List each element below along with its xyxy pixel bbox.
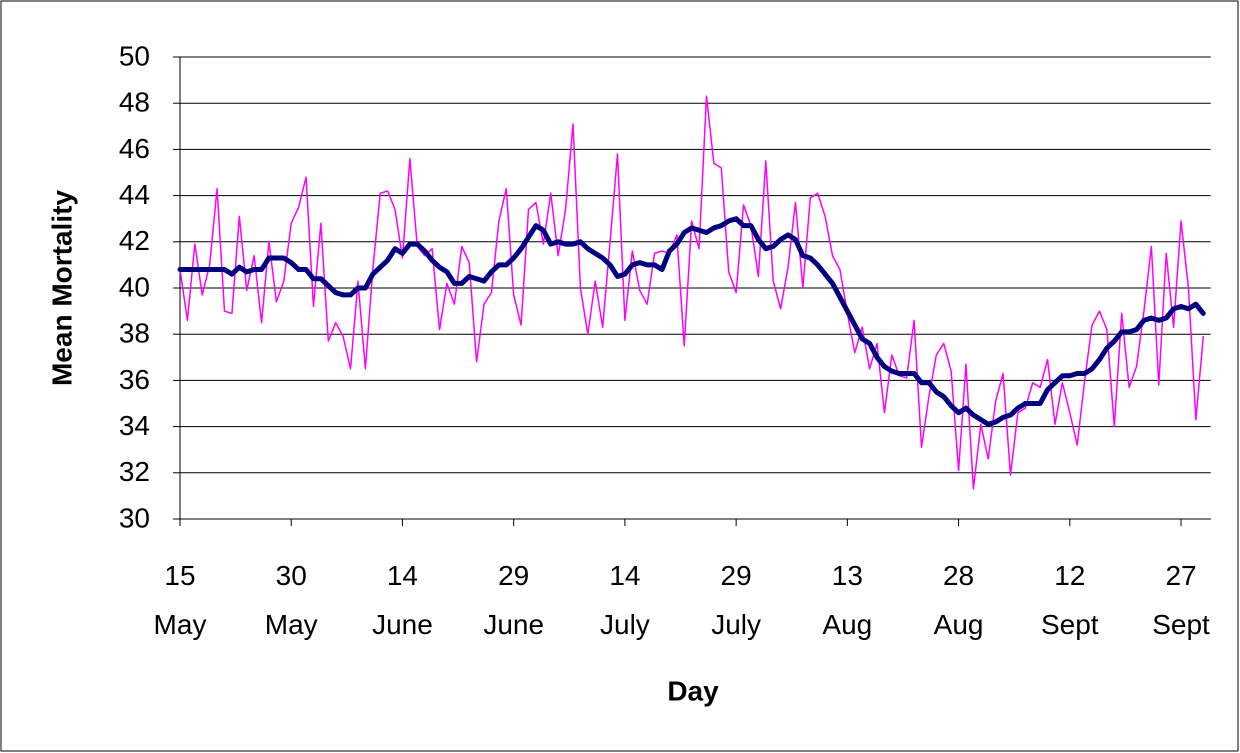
x-tick-label: 29 June — [483, 560, 544, 640]
x-tick-label: 27 Sept — [1152, 560, 1210, 640]
x-axis-label: Day — [667, 675, 719, 706]
series-line — [179, 95, 1205, 490]
y-tick-label: 38 — [119, 318, 150, 349]
y-tick-label: 40 — [119, 271, 150, 302]
y-tick-label: 32 — [119, 456, 150, 487]
y-tick-label: 46 — [119, 133, 150, 164]
y-tick-label: 48 — [119, 87, 150, 118]
x-tick-label: 28 Aug — [934, 560, 984, 640]
x-tick-label: 15 May — [154, 560, 207, 640]
x-tick-label: 14 June — [372, 560, 433, 640]
series-line — [177, 216, 1206, 427]
y-tick-label: 36 — [119, 364, 150, 395]
x-tick-label: 29 July — [711, 560, 761, 640]
x-tick-label: 12 Sept — [1041, 560, 1099, 640]
y-tick-label: 42 — [119, 225, 150, 256]
x-tick-label: 30 May — [265, 560, 318, 640]
y-tick-label: 44 — [119, 179, 150, 210]
y-tick-label: 50 — [119, 40, 150, 71]
y-tick-label: 30 — [119, 502, 150, 533]
x-tick-label: 13 Aug — [822, 560, 872, 640]
x-tick-label: 14 July — [600, 560, 650, 640]
y-tick-label: 34 — [119, 410, 150, 441]
y-axis-label: Mean Mortality — [46, 190, 77, 386]
